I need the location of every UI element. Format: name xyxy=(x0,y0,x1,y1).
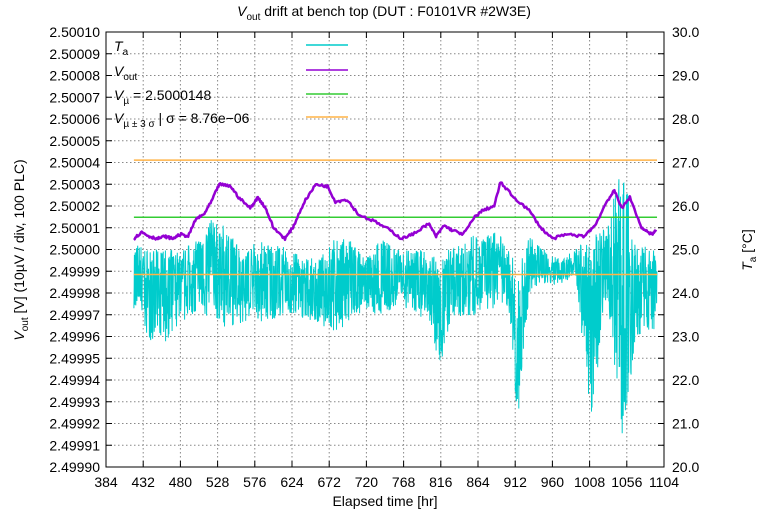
x-tick-label: 576 xyxy=(243,474,267,490)
legend-item: Vout xyxy=(114,63,348,83)
y-tick-label: 2.50008 xyxy=(49,68,100,84)
y-tick-label: 2.50009 xyxy=(49,46,100,62)
grid xyxy=(106,32,664,467)
y2-tick-label: 27.0 xyxy=(672,155,699,171)
y2-tick-label: 20.0 xyxy=(672,459,699,475)
x-tick-label: 816 xyxy=(429,474,453,490)
x-tick-label: 960 xyxy=(541,474,565,490)
legend-label: Ta xyxy=(114,38,129,58)
reference-lines xyxy=(133,159,658,276)
y-axis-ticks: 2.49990 2.49991 2.49992 2.49993 2.49994 2.499… xyxy=(49,24,664,475)
y-tick-label: 2.50003 xyxy=(49,176,100,192)
ta-series xyxy=(133,179,658,434)
legend-item: Vµ = 2.5000148 xyxy=(114,87,348,107)
x-axis-label: Elapsed time [hr] xyxy=(332,493,437,509)
legend-item: Vµ ± 3 σ | σ = 8.76e−06 xyxy=(114,110,348,130)
y-tick-label: 2.50007 xyxy=(49,89,100,105)
x-tick-label: 768 xyxy=(392,474,416,490)
y2-axis-label: Ta [°C] xyxy=(739,229,759,271)
y2-tick-label: 22.0 xyxy=(672,372,699,388)
y2-tick-label: 24.0 xyxy=(672,285,699,301)
ta-line xyxy=(133,179,658,434)
y-tick-label: 2.49994 xyxy=(49,372,100,388)
y-tick-label: 2.50006 xyxy=(49,111,100,127)
x-tick-label: 480 xyxy=(169,474,193,490)
y-tick-label: 2.50004 xyxy=(49,155,100,171)
x-tick-label: 432 xyxy=(132,474,156,490)
x-axis-ticks: 384 432 480 528 576 624 672 720 768 816 864 912 960 1… xyxy=(94,32,679,490)
y2-tick-label: 23.0 xyxy=(672,329,699,345)
y-tick-label: 2.49993 xyxy=(49,394,100,410)
y-axis-label: Vout [V] (10µV / div, 100 PLC) xyxy=(11,159,31,340)
legend-label: Vout xyxy=(114,63,137,83)
y2-tick-label: 26.0 xyxy=(672,198,699,214)
y-tick-label: 2.49992 xyxy=(49,416,100,432)
vout-series xyxy=(133,181,658,242)
y2-axis-ticks: 20.0 21.0 22.0 23.0 24.0 25.0 26.0 27.0 28.0 29.0… xyxy=(672,24,699,475)
y-tick-label: 2.49995 xyxy=(49,350,100,366)
y2-tick-label: 30.0 xyxy=(672,24,699,40)
x-tick-label: 528 xyxy=(206,474,230,490)
x-tick-label: 912 xyxy=(504,474,528,490)
x-tick-label: 1104 xyxy=(649,474,679,490)
x-tick-label: 720 xyxy=(355,474,379,490)
y-tick-label: 2.49990 xyxy=(49,459,100,475)
y-tick-label: 2.50002 xyxy=(49,198,100,214)
legend-label: Vµ = 2.5000148 xyxy=(114,87,211,107)
y-tick-label: 2.49991 xyxy=(49,437,100,453)
y2-tick-label: 25.0 xyxy=(672,242,699,258)
x-tick-label: 1008 xyxy=(574,474,605,490)
vout-line xyxy=(133,181,658,242)
y2-tick-label: 29.0 xyxy=(672,68,699,84)
y-tick-label: 2.50001 xyxy=(49,220,100,236)
x-tick-label: 672 xyxy=(318,474,342,490)
y2-tick-label: 21.0 xyxy=(672,416,699,432)
x-tick-label: 864 xyxy=(466,474,490,490)
y-tick-label: 2.50010 xyxy=(49,24,100,40)
legend: Ta Vout Vµ = 2.5000148 Vµ ± 3 σ | σ = 8.76e… xyxy=(114,38,348,130)
x-tick-label: 624 xyxy=(280,474,304,490)
legend-label: Vµ ± 3 σ | σ = 8.76e−06 xyxy=(114,110,250,130)
x-tick-label: 1056 xyxy=(611,474,642,490)
y-tick-label: 2.50000 xyxy=(49,242,100,258)
y2-tick-label: 28.0 xyxy=(672,111,699,127)
y-tick-label: 2.49997 xyxy=(49,307,100,323)
x-tick-label: 384 xyxy=(94,474,118,490)
chart-title: Vout drift at bench top (DUT : F0101VR #… xyxy=(237,3,531,23)
y-tick-label: 2.49998 xyxy=(49,285,100,301)
y-tick-label: 2.49996 xyxy=(49,329,100,345)
y-tick-label: 2.49999 xyxy=(49,263,100,279)
legend-item: Ta xyxy=(114,38,348,58)
y-tick-label: 2.50005 xyxy=(49,133,100,149)
